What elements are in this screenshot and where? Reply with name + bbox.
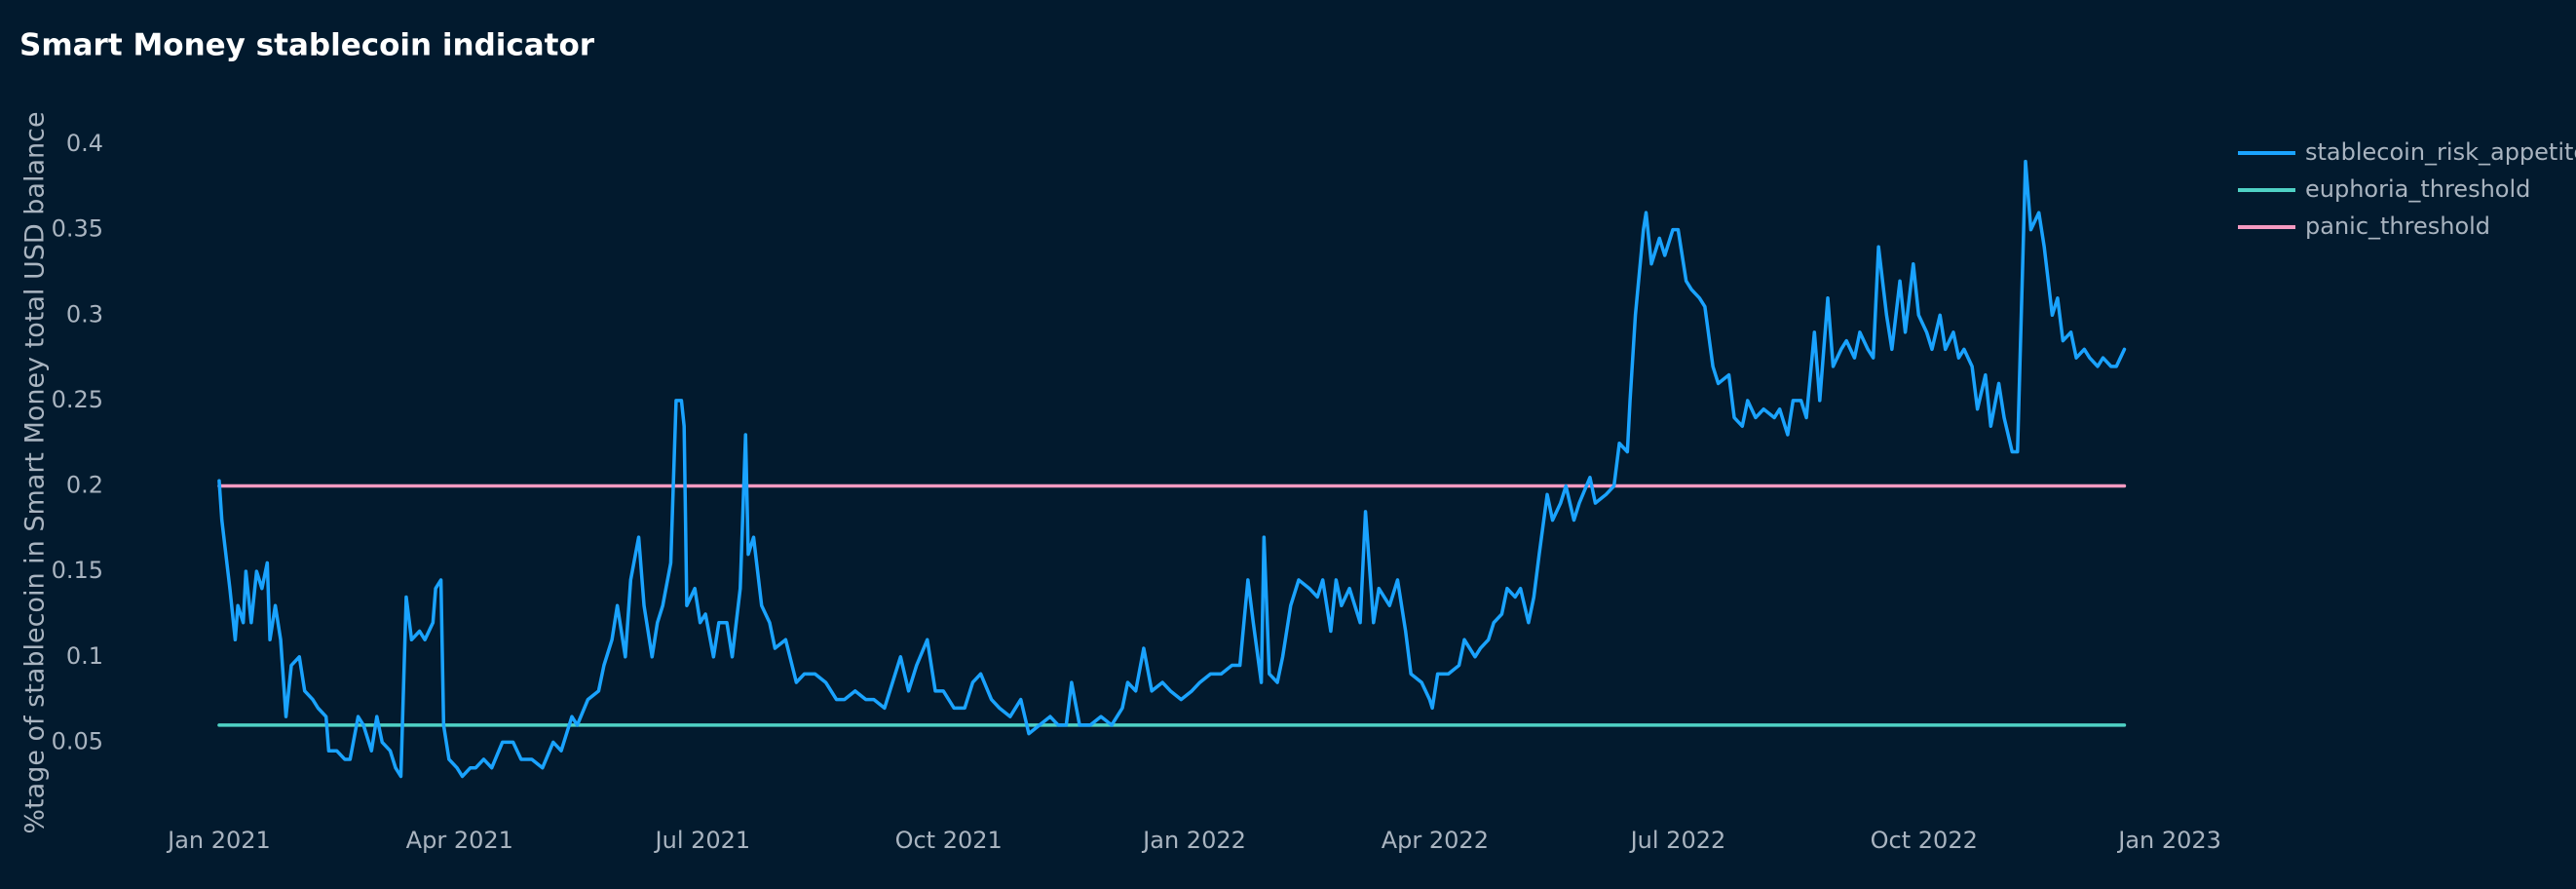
y-axis-label: %tage of stablecoin in Smart Money total… — [20, 111, 51, 833]
legend-label: panic_threshold — [2305, 213, 2490, 240]
line-series — [217, 159, 2127, 779]
y-tick-label: 0.1 — [66, 642, 103, 670]
x-tick-label: Jul 2021 — [654, 827, 751, 854]
y-tick-label: 0.15 — [52, 557, 103, 584]
x-tick-label: Jan 2022 — [1141, 827, 1246, 854]
y-tick-label: 0.4 — [66, 130, 103, 157]
y-tick-label: 0.05 — [52, 727, 103, 754]
x-tick-label: Apr 2021 — [406, 827, 513, 854]
legend-label: euphoria_threshold — [2305, 175, 2530, 203]
y-tick-label: 0.25 — [52, 386, 103, 413]
x-tick-label: Apr 2022 — [1382, 827, 1489, 854]
legend-label: stablecoin_risk_appetite — [2305, 138, 2576, 166]
y-tick-label: 0.35 — [52, 215, 103, 243]
x-tick-label: Jul 2022 — [1629, 827, 1726, 854]
x-tick-label: Jan 2021 — [166, 827, 271, 854]
y-tick-label: 0.3 — [66, 300, 103, 328]
chart-title: Smart Money stablecoin indicator — [19, 28, 595, 63]
x-tick-label: Jan 2023 — [2116, 827, 2221, 854]
x-tick-label: Oct 2021 — [895, 827, 1003, 854]
y-tick-label: 0.2 — [66, 472, 103, 499]
x-tick-label: Oct 2022 — [1871, 827, 1978, 854]
